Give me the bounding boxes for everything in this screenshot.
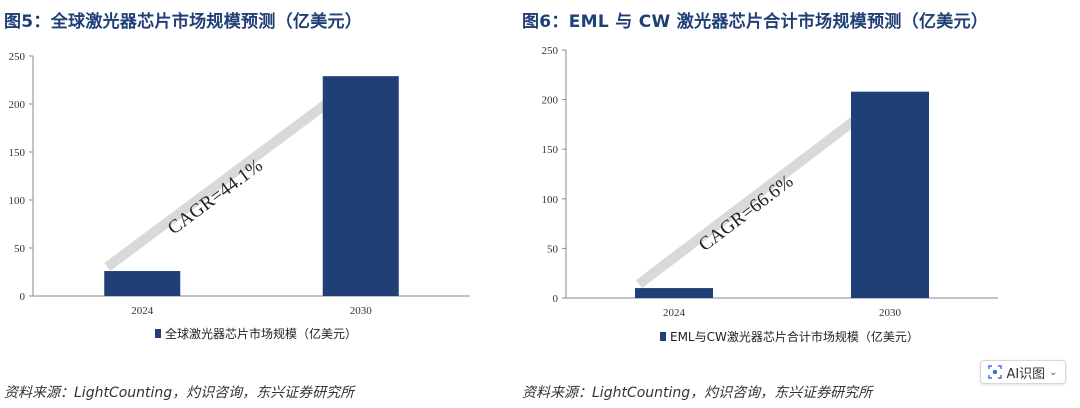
figure-title: 图6：EML 与 CW 激光器芯片合计市场规模预测（亿美元） bbox=[522, 12, 989, 32]
ai-button-label: AI识图 bbox=[1006, 366, 1046, 382]
ai-image-recognition-button[interactable]: AI识图 ⌄ bbox=[980, 360, 1066, 384]
y-tick-label: 0 bbox=[553, 293, 559, 305]
chevron-down-icon[interactable]: ⌄ bbox=[1049, 366, 1058, 378]
y-tick-label: 150 bbox=[542, 144, 559, 156]
y-tick-label: 250 bbox=[542, 45, 559, 57]
x-tick-label: 2024 bbox=[131, 305, 154, 317]
trend-arrow bbox=[636, 99, 882, 289]
bar-2030 bbox=[851, 91, 929, 298]
bar-chart-right: 0 50 100 150 200 250 2024 2030 CAGR=66.6% EML与CW激… bbox=[542, 45, 998, 344]
bar-2024 bbox=[104, 271, 181, 296]
x-tick-label: 2030 bbox=[350, 305, 373, 317]
y-tick-label: 50 bbox=[547, 243, 559, 255]
y-tick-label: 100 bbox=[9, 195, 26, 207]
y-tick-label: 50 bbox=[14, 243, 26, 255]
y-tick-label: 250 bbox=[9, 51, 26, 63]
y-tick-label: 100 bbox=[542, 194, 559, 206]
legend-label: 全球激光器芯片市场规模（亿美元） bbox=[165, 326, 357, 341]
legend-swatch bbox=[660, 332, 666, 341]
source-note: 资料来源：LightCounting，灼识咨询，东兴证券研究所 bbox=[4, 385, 355, 401]
chart-panel-left: 图5：全球激光器芯片市场规模预测（亿美元） 0 50 100 150 200 250 202… bbox=[4, 12, 470, 401]
chart-panel-right: 图6：EML 与 CW 激光器芯片合计市场规模预测（亿美元） 0 50 100 150… bbox=[522, 0, 1080, 408]
y-tick-label: 200 bbox=[9, 99, 26, 111]
cagr-annotation: CAGR=66.6% bbox=[695, 171, 798, 256]
ai-scan-icon bbox=[988, 365, 1003, 379]
bar-2024 bbox=[635, 288, 713, 298]
trend-arrow bbox=[104, 84, 353, 271]
y-tick-label: 0 bbox=[20, 291, 26, 303]
legend-label: EML与CW激光器芯片合计市场规模（亿美元） bbox=[670, 329, 919, 344]
bar-chart-left: 0 50 100 150 200 250 2024 2030 CAGR=44.1% 全球激光器芯片… bbox=[9, 51, 470, 341]
source-note: 资料来源：LightCounting，灼识咨询，东兴证券研究所 bbox=[522, 385, 873, 401]
bar-2030 bbox=[322, 76, 399, 296]
legend-swatch bbox=[155, 329, 161, 338]
figure-title: 图5：全球激光器芯片市场规模预测（亿美元） bbox=[4, 12, 363, 32]
y-tick-label: 150 bbox=[9, 147, 26, 159]
x-tick-label: 2030 bbox=[879, 307, 902, 319]
x-tick-label: 2024 bbox=[663, 307, 686, 319]
cagr-annotation: CAGR=44.1% bbox=[164, 155, 267, 239]
y-tick-label: 200 bbox=[542, 95, 559, 107]
